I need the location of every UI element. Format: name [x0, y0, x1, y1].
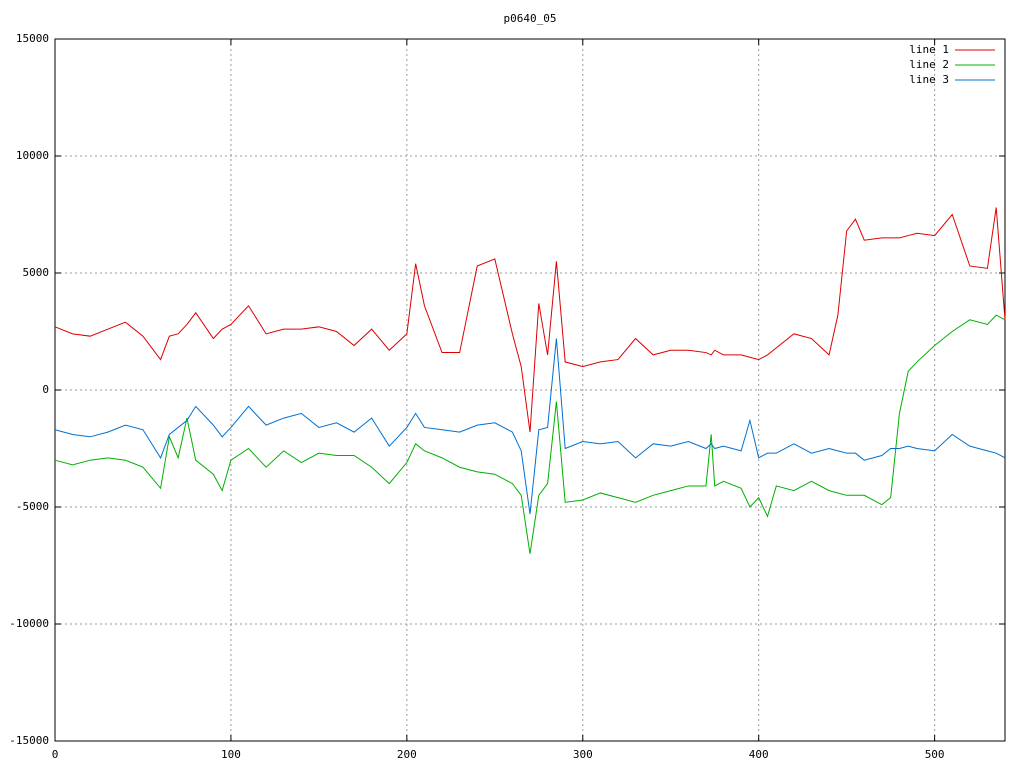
data-line: [54, 338, 1006, 515]
y-tick-label: -5000: [16, 500, 49, 513]
x-tick-label: 400: [749, 748, 769, 761]
y-tick-label: -15000: [9, 734, 49, 747]
legend-label: line 3: [909, 73, 949, 86]
y-tick-label: 15000: [16, 32, 49, 45]
y-tick-label: -10000: [9, 617, 49, 630]
data-line: [54, 314, 1006, 554]
x-tick-label: 500: [925, 748, 945, 761]
x-tick-label: 100: [221, 748, 241, 761]
chart-title: p0640_05: [504, 12, 557, 25]
data-line: [54, 207, 1006, 433]
x-tick-label: 0: [52, 748, 59, 761]
y-tick-label: 5000: [23, 266, 50, 279]
y-tick-label: 10000: [16, 149, 49, 162]
plot-border: [54, 38, 1006, 742]
y-tick-label: 0: [42, 383, 49, 396]
legend-label: line 2: [909, 58, 949, 71]
legend-label: line 1: [909, 43, 949, 56]
x-tick-label: 300: [573, 748, 593, 761]
x-tick-label: 200: [397, 748, 417, 761]
